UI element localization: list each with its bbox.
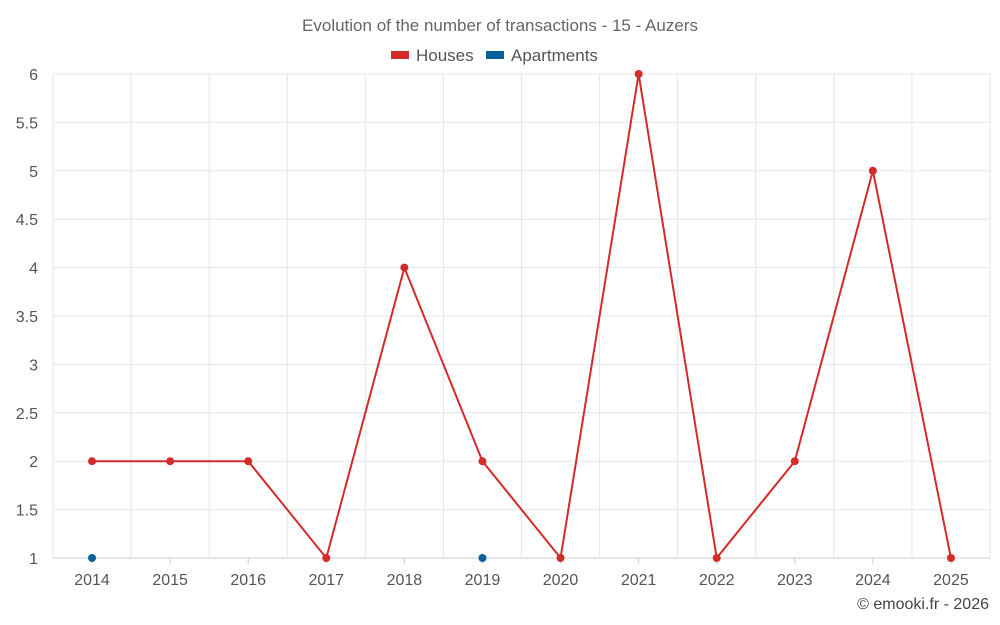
- x-tick-label: 2014: [74, 572, 110, 589]
- grid: [52, 73, 991, 559]
- data-point-houses[interactable]: [166, 457, 175, 466]
- data-point-houses[interactable]: [88, 457, 97, 466]
- chart-title: Evolution of the number of transactions …: [302, 16, 698, 35]
- x-tick-label: 2021: [621, 572, 657, 589]
- series-line-houses: [92, 73, 952, 559]
- y-axis-ticks: 1 1.5 2 2.5 3 3.5 4 4.5 5 5.5 6: [16, 67, 38, 568]
- y-tick-label: 1: [29, 551, 38, 568]
- data-point-houses[interactable]: [634, 70, 643, 78]
- x-tick-label: 2022: [699, 572, 735, 589]
- y-tick-label: 5.5: [16, 115, 38, 132]
- y-tick-label: 2: [29, 454, 38, 471]
- legend: Houses Apartments: [391, 46, 598, 65]
- data-point-houses[interactable]: [712, 554, 721, 562]
- x-tick-label: 2024: [855, 572, 891, 589]
- series-apartments: [88, 554, 487, 562]
- data-point-houses[interactable]: [400, 263, 409, 272]
- credit-text: © emooki.fr - 2026: [857, 596, 989, 613]
- y-tick-label: 5: [29, 164, 38, 181]
- legend-label-houses[interactable]: Houses: [416, 46, 474, 65]
- legend-swatch-apartments: [486, 51, 504, 59]
- x-tick-label: 2015: [152, 572, 188, 589]
- series: [88, 70, 955, 562]
- data-point-houses[interactable]: [478, 457, 487, 466]
- x-axis-ticks: 2014 2015 2016 2017 2018 2019 2020 2021 2022 2023…: [74, 558, 969, 589]
- x-tick-label: 2025: [933, 572, 969, 589]
- y-tick-label: 3.5: [16, 309, 38, 326]
- data-point-houses[interactable]: [790, 457, 799, 466]
- x-tick-label: 2017: [308, 572, 344, 589]
- x-tick-label: 2019: [465, 572, 501, 589]
- x-tick-label: 2020: [543, 572, 579, 589]
- y-tick-label: 6: [29, 67, 38, 84]
- y-tick-label: 3: [29, 357, 38, 374]
- data-point-houses[interactable]: [322, 554, 331, 562]
- data-point-houses[interactable]: [868, 166, 877, 175]
- x-tick-label: 2018: [387, 572, 423, 589]
- x-tick-label: 2016: [230, 572, 266, 589]
- y-tick-label: 4: [29, 261, 38, 278]
- series-houses: [88, 70, 955, 562]
- data-point-houses[interactable]: [244, 457, 253, 466]
- legend-swatch-houses: [391, 51, 409, 59]
- data-point-houses[interactable]: [556, 554, 565, 562]
- data-point-apartments[interactable]: [478, 554, 487, 562]
- legend-label-apartments[interactable]: Apartments: [511, 46, 598, 65]
- data-point-apartments[interactable]: [88, 554, 97, 562]
- data-point-houses[interactable]: [946, 554, 955, 562]
- x-tick-label: 2023: [777, 572, 813, 589]
- y-tick-label: 2.5: [16, 406, 38, 423]
- y-tick-label: 4.5: [16, 212, 38, 229]
- y-tick-label: 1.5: [16, 503, 38, 520]
